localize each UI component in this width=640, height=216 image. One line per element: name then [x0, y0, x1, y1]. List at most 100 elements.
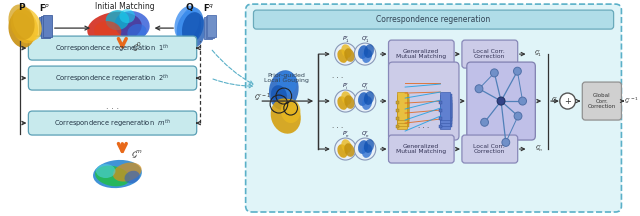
Bar — [43, 15, 52, 37]
Bar — [442, 103, 452, 127]
Text: $P^r_n$: $P^r_n$ — [342, 130, 349, 140]
Bar — [396, 101, 399, 104]
Bar — [396, 109, 399, 112]
Bar — [204, 17, 212, 39]
Text: $\mathcal{G}^r_i$: $\mathcal{G}^r_i$ — [551, 96, 559, 106]
Bar — [399, 103, 409, 127]
Ellipse shape — [120, 9, 135, 23]
Bar — [399, 94, 409, 118]
Ellipse shape — [271, 85, 287, 105]
Text: . . .: . . . — [332, 123, 343, 129]
Bar — [442, 97, 452, 121]
Bar — [39, 17, 48, 39]
Text: $Q^r_i$: $Q^r_i$ — [361, 82, 369, 92]
Text: Generalized
Mutual Matching: Generalized Mutual Matching — [396, 49, 446, 59]
Ellipse shape — [13, 7, 42, 41]
Circle shape — [513, 67, 522, 75]
Ellipse shape — [277, 71, 296, 95]
Text: $Q^r_n$: $Q^r_n$ — [361, 130, 369, 140]
Text: $P^r_1$: $P^r_1$ — [342, 35, 349, 45]
Circle shape — [475, 85, 483, 93]
Text: $Q^r_1$: $Q^r_1$ — [361, 35, 369, 45]
Text: $\mathcal{G}^0$: $\mathcal{G}^0$ — [132, 40, 142, 54]
Ellipse shape — [94, 21, 122, 41]
Ellipse shape — [175, 6, 200, 41]
Ellipse shape — [344, 48, 355, 62]
Ellipse shape — [358, 92, 368, 106]
Text: P: P — [18, 3, 25, 12]
Text: $\mathcal{G}^{r-1}$: $\mathcal{G}^{r-1}$ — [254, 92, 271, 104]
Ellipse shape — [364, 44, 374, 58]
Bar — [397, 98, 407, 126]
Bar — [41, 16, 50, 38]
Text: Global
Corr.
Correction: Global Corr. Correction — [588, 93, 616, 109]
FancyBboxPatch shape — [462, 40, 518, 68]
Ellipse shape — [269, 70, 299, 110]
Ellipse shape — [182, 12, 205, 48]
Circle shape — [335, 90, 356, 112]
Ellipse shape — [362, 49, 372, 63]
Ellipse shape — [8, 4, 35, 40]
Ellipse shape — [96, 164, 115, 178]
Text: $\mathcal{G}^{r-1}$: $\mathcal{G}^{r-1}$ — [625, 96, 639, 106]
Text: . . .: . . . — [418, 123, 429, 129]
FancyBboxPatch shape — [388, 135, 454, 163]
Ellipse shape — [341, 139, 351, 153]
Circle shape — [490, 69, 499, 77]
Ellipse shape — [113, 162, 141, 181]
Text: Initial Matching: Initial Matching — [95, 2, 155, 11]
FancyBboxPatch shape — [246, 4, 621, 212]
FancyBboxPatch shape — [253, 10, 614, 29]
Ellipse shape — [177, 10, 201, 46]
Circle shape — [481, 118, 488, 126]
Bar — [440, 98, 450, 126]
Bar — [440, 109, 442, 112]
Circle shape — [335, 138, 356, 160]
Text: $\mathbf{F}^p$: $\mathbf{F}^p$ — [40, 2, 51, 13]
Ellipse shape — [281, 99, 300, 123]
Text: Q: Q — [185, 3, 193, 12]
Bar — [397, 95, 407, 123]
Bar — [396, 117, 399, 120]
Text: Local Corr.
Correction: Local Corr. Correction — [474, 144, 505, 154]
Ellipse shape — [358, 45, 368, 59]
Text: $\mathcal{G}^m$: $\mathcal{G}^m$ — [131, 148, 143, 160]
Ellipse shape — [337, 96, 348, 110]
Ellipse shape — [364, 139, 374, 153]
FancyBboxPatch shape — [467, 62, 535, 140]
Ellipse shape — [358, 140, 368, 154]
Circle shape — [497, 97, 505, 105]
Ellipse shape — [106, 10, 129, 30]
Circle shape — [355, 138, 376, 160]
Circle shape — [560, 93, 575, 109]
Bar — [205, 16, 214, 38]
Circle shape — [514, 112, 522, 120]
Ellipse shape — [271, 98, 301, 134]
Text: Correspondence regeneration  $m^{th}$: Correspondence regeneration $m^{th}$ — [54, 117, 171, 129]
Text: $\mathcal{G}^r_n$: $\mathcal{G}^r_n$ — [535, 144, 543, 154]
Bar — [442, 94, 452, 118]
Text: $P^r_i$: $P^r_i$ — [342, 82, 349, 92]
Circle shape — [502, 138, 509, 146]
Ellipse shape — [127, 24, 147, 40]
Circle shape — [355, 43, 376, 65]
Ellipse shape — [115, 11, 150, 39]
FancyBboxPatch shape — [462, 135, 518, 163]
Ellipse shape — [362, 144, 372, 158]
Circle shape — [355, 90, 376, 112]
Ellipse shape — [337, 144, 348, 158]
Bar — [440, 92, 450, 120]
FancyBboxPatch shape — [388, 40, 454, 68]
Text: $\mathbf{F}^q$: $\mathbf{F}^q$ — [203, 2, 214, 13]
Ellipse shape — [125, 171, 140, 183]
Bar — [397, 101, 407, 129]
Bar — [440, 101, 442, 104]
Ellipse shape — [180, 7, 204, 43]
Text: $\mathcal{G}^r_1$: $\mathcal{G}^r_1$ — [534, 49, 542, 59]
Ellipse shape — [8, 12, 35, 48]
Ellipse shape — [341, 44, 351, 58]
Ellipse shape — [362, 96, 372, 110]
Text: Correspondence regeneration  $2^{th}$: Correspondence regeneration $2^{th}$ — [56, 72, 170, 84]
Ellipse shape — [344, 143, 355, 157]
Text: . . .: . . . — [106, 102, 119, 111]
